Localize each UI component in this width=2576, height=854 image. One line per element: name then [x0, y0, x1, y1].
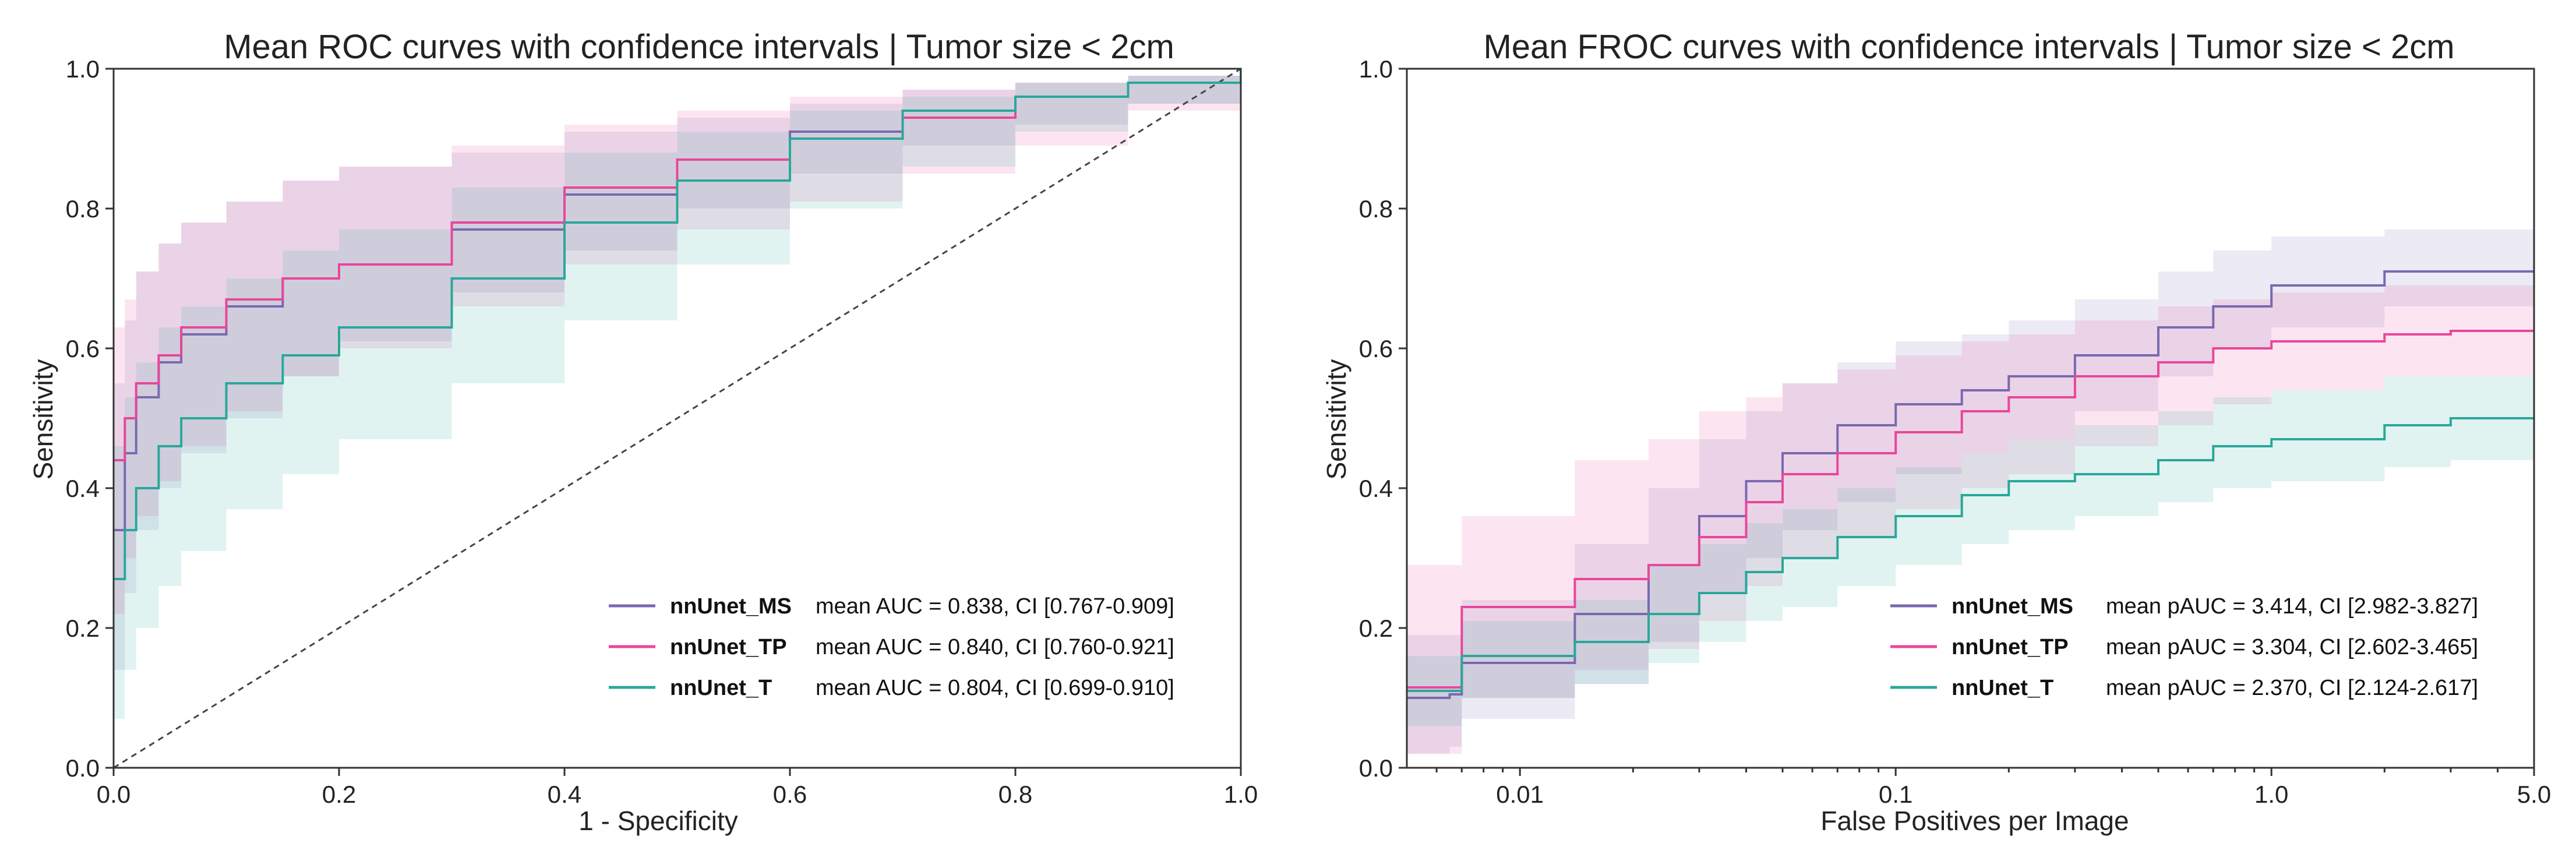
froc-x-tick-label: 0.1 [1879, 781, 1912, 808]
froc-y-tick-label: 0.6 [1359, 335, 1393, 362]
roc-chance-line [114, 69, 1241, 768]
froc-x-tick-label: 0.01 [1496, 781, 1544, 808]
roc-legend-stat-nnunet-t: mean AUC = 0.804, CI [0.699-0.910] [816, 676, 1174, 700]
roc-x-tick-label: 0.2 [322, 781, 356, 808]
froc-ci-band-nnunet-ms [1407, 230, 2534, 754]
roc-line-nnunet-tp [114, 69, 1241, 461]
roc-ci-band-nnunet-t [114, 69, 1241, 719]
roc-y-tick-label: 1.0 [66, 55, 100, 83]
froc-x-tick-label: 5.0 [2517, 781, 2551, 808]
froc-ci-band-nnunet-t [1407, 376, 2534, 726]
roc-x-tick-label: 0.8 [998, 781, 1032, 808]
froc-y-tick-label: 0.4 [1359, 475, 1393, 502]
roc-y-tick-label: 0.4 [66, 475, 100, 502]
roc-axes-frame [112, 68, 1242, 769]
froc-x-axis-label: False Positives per Image [1820, 806, 2129, 836]
froc-legend-name-nnunet-tp: nnUnet_TP [1952, 635, 2069, 659]
froc-chart: Mean FROC curves with confidence interva… [1321, 28, 2551, 836]
froc-y-tick-label: 0.2 [1359, 615, 1393, 642]
roc-line-nnunet-t [114, 69, 1241, 580]
froc-legend-name-nnunet-ms: nnUnet_MS [1952, 594, 2073, 619]
roc-legend-stat-nnunet-ms: mean AUC = 0.838, CI [0.767-0.909] [816, 594, 1174, 619]
froc-line-nnunet-tp [1407, 330, 2534, 689]
froc-chart-title: Mean FROC curves with confidence interva… [1483, 28, 2454, 66]
roc-legend-stat-nnunet-tp: mean AUC = 0.840, CI [0.760-0.921] [816, 635, 1174, 659]
froc-legend-name-nnunet-t: nnUnet_T [1952, 676, 2053, 700]
roc-legend-name-nnunet-t: nnUnet_T [670, 676, 772, 700]
froc-legend-stat-nnunet-t: mean pAUC = 2.370, CI [2.124-2.617] [2106, 676, 2478, 700]
roc-y-tick-label: 0.8 [66, 195, 100, 223]
roc-x-tick-label: 0.0 [97, 781, 130, 808]
roc-legend-name-nnunet-ms: nnUnet_MS [670, 594, 792, 619]
roc-chart-title: Mean ROC curves with confidence interval… [224, 28, 1174, 66]
froc-line-nnunet-t [1407, 417, 2534, 692]
roc-plot-area: 0.0 0.2 0.4 0.6 0.8 1.0 0.0 0.2 0.4 0.6 0.8 1.0 nnUn… [66, 55, 1258, 808]
roc-ci-band-nnunet-tp [114, 69, 1241, 614]
froc-plot-area: 0.01 0.1 1.0 5.0 0.0 0.2 0.4 0.6 0.8 1.0 nnUnet_MS… [1359, 55, 2552, 808]
roc-x-tick-label: 1.0 [1224, 781, 1258, 808]
roc-y-tick-label: 0.2 [66, 615, 100, 642]
froc-axes-frame [1406, 68, 2535, 769]
roc-ci-band-nnunet-ms [114, 69, 1241, 670]
roc-legend-name-nnunet-tp: nnUnet_TP [670, 635, 787, 659]
froc-y-tick-label: 1.0 [1359, 55, 1393, 83]
froc-y-tick-label: 0.0 [1359, 754, 1393, 782]
froc-ci-band-nnunet-tp [1407, 285, 2534, 754]
roc-chart: Mean ROC curves with confidence interval… [28, 28, 1258, 836]
froc-x-tick-label: 1.0 [2254, 781, 2288, 808]
froc-y-tick-label: 0.8 [1359, 195, 1393, 223]
froc-legend-stat-nnunet-ms: mean pAUC = 3.414, CI [2.982-3.827] [2106, 594, 2478, 619]
roc-x-axis-label: 1 - Specificity [578, 806, 738, 836]
roc-series-layer [114, 69, 1241, 768]
froc-line-nnunet-ms [1407, 270, 2534, 699]
froc-y-axis-label: Sensitivity [1321, 359, 1351, 479]
froc-series-layer [1407, 230, 2534, 754]
roc-y-axis-label: Sensitivity [28, 359, 58, 479]
roc-x-tick-label: 0.4 [548, 781, 581, 808]
roc-y-tick-label: 0.0 [66, 754, 100, 782]
roc-x-tick-label: 0.6 [773, 781, 807, 808]
roc-y-tick-label: 0.6 [66, 335, 100, 362]
froc-legend-stat-nnunet-tp: mean pAUC = 3.304, CI [2.602-3.465] [2106, 635, 2478, 659]
